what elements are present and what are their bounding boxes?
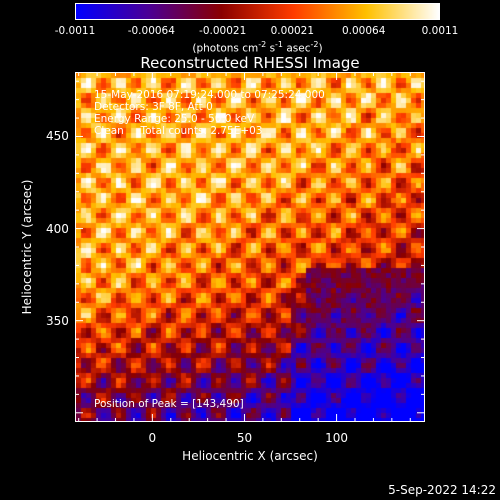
y-axis-label: Heliocentric Y (arcsec) xyxy=(20,179,34,315)
y-tick-label: 350 xyxy=(46,313,69,328)
info-energy-range: Energy Range: 25.0 - 50.0 keV xyxy=(94,113,255,125)
colorbar-tick-label: -0.00064 xyxy=(127,25,175,37)
colorbar-tick-label: 0.0011 xyxy=(421,25,459,37)
colorbar-tick-label: 0.00021 xyxy=(270,25,315,37)
x-tick-label: 50 xyxy=(236,431,253,445)
peak-position-label: Position of Peak = [143,490] xyxy=(94,398,244,410)
y-tick-label: 400 xyxy=(46,221,69,236)
plot-area: 15-May-2016 07:19:24.000 to 07:25:24.000… xyxy=(75,72,425,422)
x-axis-label: Heliocentric X (arcsec) xyxy=(182,449,318,463)
colorbar-tick-label: -0.00021 xyxy=(199,25,247,37)
heatmap-image xyxy=(76,73,424,421)
timestamp: 5-Sep-2022 14:22 xyxy=(388,483,496,497)
chart-title: Reconstructed RHESSI Image xyxy=(140,54,360,72)
x-tick-label: 0 xyxy=(148,431,157,445)
info-time-range: 15-May-2016 07:19:24.000 to 07:25:24.000 xyxy=(94,89,325,101)
colorbar-tick-label: 0.00064 xyxy=(341,25,386,37)
info-clean-counts: Clean Total counts: 2.75E+03 xyxy=(94,125,263,137)
y-tick-label: 450 xyxy=(46,129,69,144)
colorbar xyxy=(75,3,440,20)
colorbar-tick-label: -0.0011 xyxy=(54,25,96,37)
colorbar-unit-label: (photons cm-2 s-1 asec-2) xyxy=(192,40,323,55)
x-tick-label: 100 xyxy=(325,431,349,445)
info-detectors: Detectors: 3F 8F, Att 0 xyxy=(94,101,213,113)
colorbar-gradient xyxy=(76,4,439,19)
